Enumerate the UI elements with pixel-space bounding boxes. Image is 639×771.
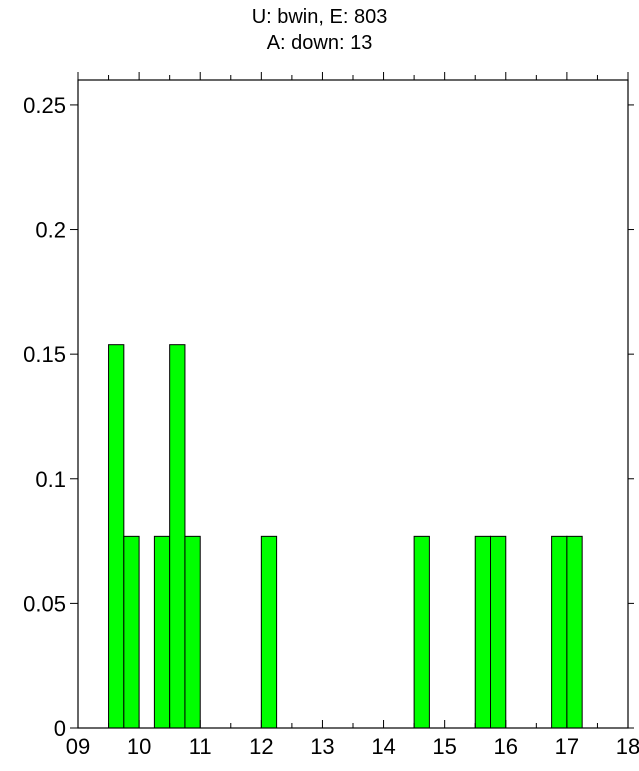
chart-title-line-1: U: bwin, E: 803: [251, 6, 388, 28]
x-tick-label-4: 13: [310, 734, 334, 759]
y-tick-label-3: 0.15: [23, 342, 66, 367]
histogram-bar-3: [169, 344, 186, 729]
x-tick-label-0: 09: [66, 734, 90, 759]
histogram-bar-2: [153, 535, 171, 729]
y-tick-label-2: 0.1: [35, 467, 66, 492]
chart-title-line-2: A: down: 13: [266, 32, 373, 54]
x-tick-label-9: 18: [616, 734, 639, 759]
x-tick-label-6: 15: [432, 734, 456, 759]
histogram-bar-6: [413, 535, 430, 729]
y-tick-label-4: 0.2: [35, 218, 66, 243]
bars-group: [108, 344, 583, 729]
x-tick-label-5: 14: [371, 734, 395, 759]
histogram-bar-0: [108, 344, 125, 729]
x-tick-label-3: 12: [249, 734, 273, 759]
x-tick-label-7: 16: [494, 734, 518, 759]
histogram-bar-5: [260, 535, 278, 729]
y-tick-label-5: 0.25: [23, 93, 66, 118]
ticks-group: [70, 72, 634, 729]
x-tick-label-1: 10: [127, 734, 151, 759]
histogram-bar-9: [551, 535, 568, 729]
histogram-bar-1: [123, 535, 140, 729]
y-tick-label-0: 0: [54, 716, 66, 741]
histogram-bar-4: [184, 535, 201, 729]
histogram-bar-8: [490, 535, 507, 729]
tick-labels-group: 09 10 11 12 13 14 15 16 17 18 0 0.05 0.1 0.15 0.2 0.25: [23, 93, 639, 759]
x-tick-label-8: 17: [555, 734, 579, 759]
histogram-bar-7: [474, 535, 492, 729]
histogram-bar-10: [566, 535, 583, 729]
y-tick-label-1: 0.05: [23, 591, 66, 616]
x-tick-label-2: 11: [189, 734, 212, 759]
